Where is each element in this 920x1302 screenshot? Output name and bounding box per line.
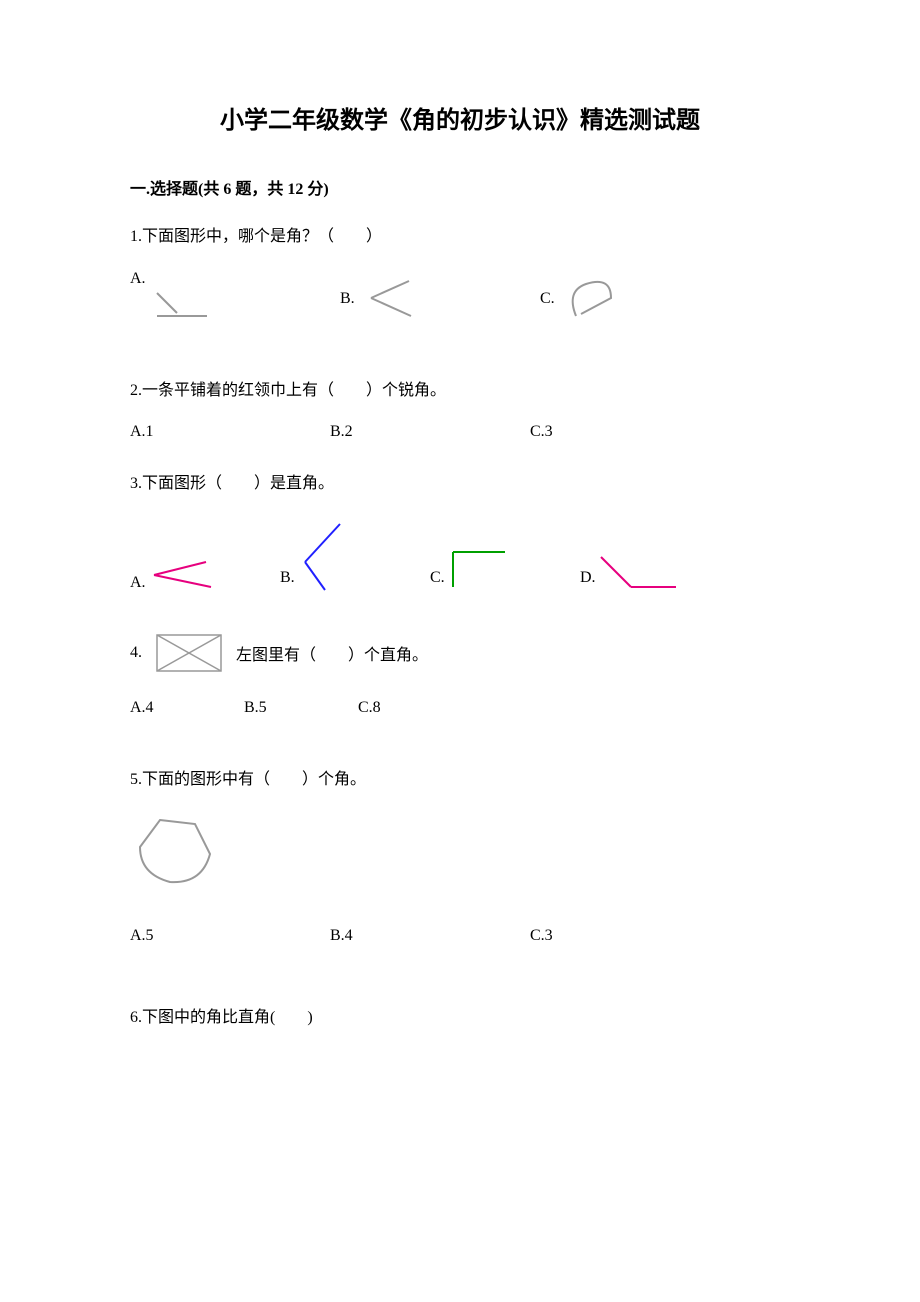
- q5-shape: [130, 812, 790, 897]
- page-title: 小学二年级数学《角的初步认识》精选测试题: [130, 100, 790, 135]
- q4-text: 左图里有（ ）个直角。: [236, 641, 428, 665]
- q5-optA: A.5: [130, 927, 330, 945]
- q1-shapeC-icon: [561, 276, 621, 321]
- q4-optB: B.5: [244, 699, 354, 717]
- q2-optB-label: B.2: [330, 423, 353, 441]
- q5-optB: B.4: [330, 927, 530, 945]
- q1-shapeA-icon: [152, 288, 212, 328]
- page: 小学二年级数学《角的初步认识》精选测试题 一.选择题(共 6 题，共 12 分)…: [0, 0, 920, 1111]
- q6-text: 6.下图中的角比直角( ): [130, 1005, 790, 1031]
- q5-options: A.5 B.4 C.3: [130, 927, 790, 945]
- section-header: 一.选择题(共 6 题，共 12 分): [130, 175, 790, 199]
- q4-num: 4.: [130, 644, 142, 662]
- q2-optC-label: C.3: [530, 423, 553, 441]
- q1-optB: B.: [340, 276, 540, 321]
- q4-shape-icon: [154, 632, 224, 674]
- q2-optB: B.2: [330, 423, 530, 441]
- q4-row: 4. 左图里有（ ）个直角。: [130, 632, 790, 674]
- q3-optC-label: C.: [430, 569, 445, 587]
- q3-optB: B.: [280, 522, 430, 592]
- q3-optA: A.: [130, 557, 280, 592]
- q3-shapeB-icon: [295, 522, 355, 592]
- q3-optC: C.: [430, 547, 580, 592]
- q3-optD-label: D.: [580, 569, 596, 587]
- q2-text: 2.一条平铺着的红领巾上有（ ）个锐角。: [130, 378, 790, 404]
- q4-optA: A.4: [130, 699, 240, 717]
- q1-optC: C.: [540, 276, 621, 321]
- q1-optB-label: B.: [340, 290, 355, 308]
- q1-optA: A.: [130, 270, 340, 328]
- q3-shapeA-icon: [146, 557, 216, 592]
- q4-options: A.4 B.5 C.8: [130, 699, 790, 717]
- q3-options: A. B. C. D.: [130, 522, 790, 592]
- q2-optC: C.3: [530, 423, 553, 441]
- q1-optA-label: A.: [130, 270, 146, 288]
- q3-shapeD-icon: [596, 552, 681, 592]
- q2-options: A.1 B.2 C.3: [130, 423, 790, 441]
- q4-optC: C.8: [358, 699, 381, 717]
- q3-optB-label: B.: [280, 569, 295, 587]
- q3-text: 3.下面图形（ ）是直角。: [130, 471, 790, 497]
- q2-optA-label: A.1: [130, 423, 154, 441]
- q5-text: 5.下面的图形中有（ ）个角。: [130, 767, 790, 793]
- q3-shapeC-icon: [445, 547, 510, 592]
- q1-optC-label: C.: [540, 290, 555, 308]
- q3-optD: D.: [580, 552, 681, 592]
- q5-shape-icon: [130, 812, 220, 892]
- q1-text: 1.下面图形中，哪个是角？（ ）: [130, 224, 790, 250]
- q5-optC: C.3: [530, 927, 553, 945]
- q1-shapeB-icon: [361, 276, 421, 321]
- q1-options: A. B. C.: [130, 270, 790, 328]
- q2-optA: A.1: [130, 423, 330, 441]
- q3-optA-label: A.: [130, 574, 146, 592]
